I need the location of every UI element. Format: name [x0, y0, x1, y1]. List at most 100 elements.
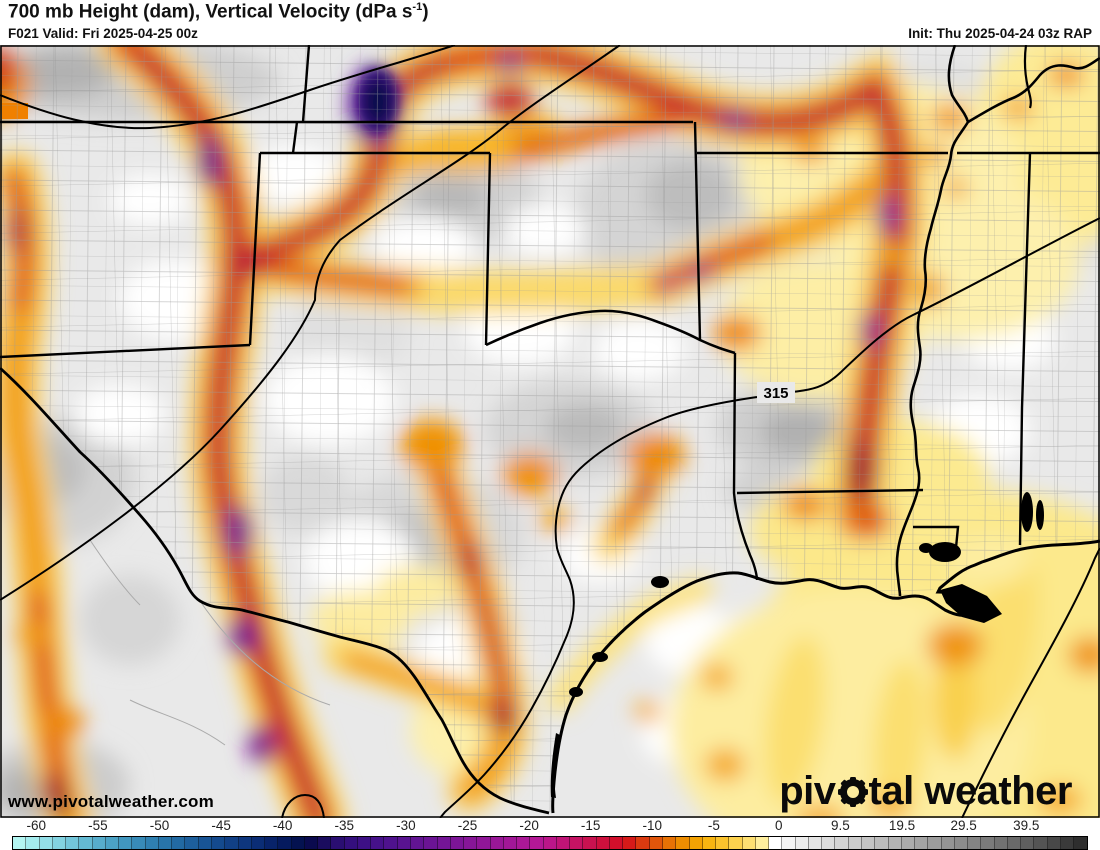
colorbar-cell	[822, 837, 836, 849]
colorbar-cell	[596, 837, 610, 849]
map-frame	[0, 45, 1100, 818]
rivers	[0, 44, 1100, 815]
contour-label-group: 315	[757, 382, 795, 403]
colorbar-cell	[716, 837, 730, 849]
colorbar-tick: -20	[519, 818, 539, 833]
watermark-url: www.pivotalweather.com	[8, 792, 214, 811]
colorbar-cell	[304, 837, 319, 849]
colorbar-scale: -60 -55 -50 -45 -40 -35 -30 -25 -20 -15 -10 -5 0 9.5 1…	[0, 818, 1100, 850]
colorbar-cell	[862, 837, 876, 849]
colorbar-cell	[437, 837, 451, 849]
colorbar-cell	[318, 837, 332, 849]
colorbar-cell	[265, 837, 279, 849]
colorbar-cell	[384, 837, 398, 849]
colorbar-tick: 39.5	[1013, 818, 1040, 833]
tennessee-river	[1023, 44, 1032, 109]
colorbar-cell	[915, 837, 929, 849]
colorbar-cell	[79, 837, 93, 849]
colorbar-cell	[901, 837, 916, 849]
height-contour-315	[439, 217, 1100, 819]
colorbar-tick: -45	[211, 818, 231, 833]
colorbar-cell	[424, 837, 438, 849]
colorbar-tick: 29.5	[950, 818, 977, 833]
logo-text-pre: piv	[779, 768, 836, 813]
colorbar-cell	[954, 837, 969, 849]
mississippi-delta	[940, 584, 1002, 623]
colorbar-cell	[344, 837, 358, 849]
colorbar-cell	[92, 837, 106, 849]
model-init-time: Init: Thu 2025-04-24 03z RAP	[908, 26, 1092, 41]
mexico-state-lines	[89, 539, 331, 746]
colorbar	[12, 836, 1088, 850]
colorbar-cell	[251, 837, 266, 849]
colorbar-cell	[145, 837, 159, 849]
colorbar-tick: -35	[334, 818, 355, 833]
colorbar-cell	[105, 837, 120, 849]
colorbar-cell	[636, 837, 650, 849]
colorbar-cell	[119, 837, 133, 849]
colorbar-cell	[742, 837, 756, 849]
colorbar-tick: -60	[26, 818, 47, 833]
colorbar-tick: 0	[775, 818, 783, 833]
colorbar-cell	[490, 837, 504, 849]
colorbar-cell	[769, 837, 783, 849]
colorbar-cell	[331, 837, 345, 849]
colorbar-cell	[875, 837, 889, 849]
ohio-river	[967, 56, 1100, 124]
gear-icon	[837, 777, 868, 807]
colorbar-cell	[755, 837, 770, 849]
colorbar-cell	[543, 837, 557, 849]
height-contour-c	[961, 547, 1100, 819]
colorbar-tick: -55	[88, 818, 108, 833]
colorbar-cell	[503, 837, 518, 849]
colorbar-cell	[530, 837, 544, 849]
forecast-valid-time: F021 Valid: Fri 2025-04-25 00z	[8, 26, 198, 41]
colorbar-tick: 19.5	[888, 818, 916, 833]
height-contour-a	[0, 44, 456, 130]
mobile-bay	[1021, 492, 1033, 532]
colorbar-cell	[450, 837, 465, 849]
height-contours	[0, 44, 1100, 819]
colorbar-tick: -40	[272, 818, 293, 833]
coastal-waterbodies	[550, 492, 1044, 798]
header: 700 mb Height (dam), Vertical Velocity (…	[0, 0, 1100, 45]
colorbar-cell	[609, 837, 624, 849]
colorbar-cell	[464, 837, 478, 849]
page-title: 700 mb Height (dam), Vertical Velocity (…	[8, 1, 429, 23]
colorbar-cell	[198, 837, 212, 849]
colorbar-cell	[795, 837, 809, 849]
galveston-bay	[651, 576, 669, 588]
colorbar-cell	[13, 837, 27, 849]
logo-text-post: tal weather	[868, 768, 1073, 813]
colorbar-cell	[66, 837, 80, 849]
colorbar-cell	[676, 837, 690, 849]
colorbar-cell	[583, 837, 597, 849]
title-superscript: -1	[412, 1, 423, 13]
colorbar-cell	[782, 837, 796, 849]
title-end: )	[422, 1, 429, 23]
colorbar-cell	[729, 837, 743, 849]
colorbar-cell	[1047, 837, 1061, 849]
rio-grande-river	[0, 366, 550, 815]
colorbar-cell	[981, 837, 995, 849]
colorbar-tick: -50	[149, 818, 170, 833]
colorbar-cell	[238, 837, 252, 849]
map-image: 315 www.pivotalweather.com piv	[0, 11, 1100, 850]
colorbar-cell	[649, 837, 664, 849]
colorbar-cell	[556, 837, 571, 849]
colorbar-cell	[158, 837, 173, 849]
colorbar-cell	[357, 837, 372, 849]
colorbar-cell	[968, 837, 982, 849]
colorbar-cell	[52, 837, 67, 849]
colorbar-cell	[132, 837, 146, 849]
colorbar-cell	[26, 837, 40, 849]
colorbar-tick: -5	[707, 818, 720, 833]
laguna-madre	[550, 733, 560, 798]
colorbar-cell	[888, 837, 902, 849]
colorbar-cell	[225, 837, 239, 849]
height-contour-small	[281, 793, 325, 819]
colorbar-cell	[570, 837, 584, 849]
colorbar-cell	[808, 837, 823, 849]
red-river	[485, 309, 736, 355]
